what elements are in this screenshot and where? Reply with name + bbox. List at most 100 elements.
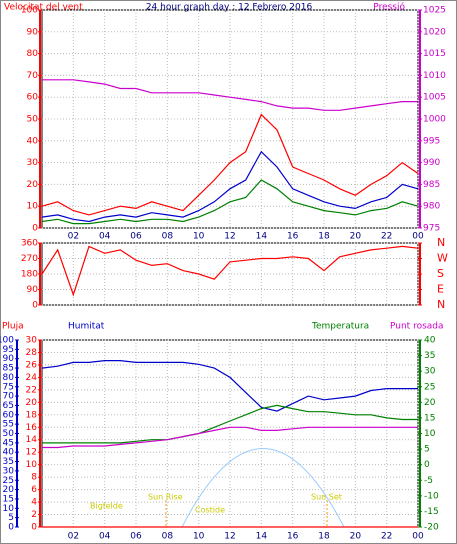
y-tick-label: 995 bbox=[423, 136, 440, 146]
y-tick-label: 180 bbox=[21, 270, 38, 280]
y-tick-label: 0 bbox=[32, 224, 38, 234]
y-tick-label: 45 bbox=[3, 438, 14, 448]
x-tick-label: 22 bbox=[381, 532, 392, 542]
y-tick-label: 6 bbox=[31, 485, 37, 495]
y-tick-label: 40 bbox=[3, 448, 15, 458]
chart-title: 24 hour graph day : 12 Febrero 2016 bbox=[146, 3, 313, 13]
y-tick-label: 60 bbox=[3, 410, 15, 420]
y-tick-label: 15 bbox=[424, 413, 435, 423]
legend-label: Humitat bbox=[68, 322, 105, 332]
y-tick-label: 1005 bbox=[423, 93, 446, 103]
y-tick-label: -15 bbox=[424, 507, 439, 517]
series-line bbox=[42, 404, 418, 444]
y-tick-label: 50 bbox=[27, 115, 39, 125]
x-tick-label: 00 bbox=[412, 532, 424, 542]
y-tick-label: 22 bbox=[26, 385, 37, 395]
y-tick-label: 15 bbox=[3, 494, 14, 504]
series-line bbox=[41, 113, 419, 216]
y-tick-label: 65 bbox=[3, 401, 14, 411]
x-tick-label: 20 bbox=[350, 532, 362, 542]
series-line bbox=[41, 150, 419, 223]
x-tick-label: 10 bbox=[193, 532, 205, 542]
y-tick-label: 70 bbox=[3, 392, 15, 402]
x-tick-label: 20 bbox=[350, 232, 362, 242]
y-tick-label: 16 bbox=[26, 423, 38, 433]
y-tick-label: 4 bbox=[31, 498, 37, 508]
y-tick-label: 0 bbox=[31, 523, 37, 533]
y-tick-label: 10 bbox=[26, 460, 38, 470]
legend-label: Temperatura bbox=[311, 322, 369, 332]
x-tick-label: 06 bbox=[130, 532, 142, 542]
y-tick-label: 24 bbox=[26, 373, 38, 383]
y-tick-label: 25 bbox=[3, 476, 14, 486]
sun-arc bbox=[181, 448, 345, 528]
y-tick-label: 20 bbox=[424, 398, 436, 408]
y-tick-label: -5 bbox=[424, 476, 433, 486]
y-tick-label: 100 bbox=[0, 336, 14, 346]
y-tick-label: 40 bbox=[27, 136, 39, 146]
x-tick-label: 16 bbox=[287, 232, 299, 242]
y-tick-label: N bbox=[437, 236, 445, 249]
y-tick-label: 30 bbox=[424, 367, 436, 377]
y-tick-label: 55 bbox=[3, 420, 14, 430]
series-line bbox=[41, 179, 419, 225]
y-tick-label: 90 bbox=[3, 354, 15, 364]
x-tick-label: 00 bbox=[412, 232, 424, 242]
x-tick-label: 12 bbox=[224, 532, 235, 542]
y-tick-label: 2 bbox=[31, 510, 37, 520]
x-tick-label: 06 bbox=[130, 232, 142, 242]
annotation: Bigfelde bbox=[90, 502, 123, 511]
series-line bbox=[41, 245, 419, 297]
y-tick-label: E bbox=[437, 283, 444, 296]
y-tick-label: 10 bbox=[3, 504, 15, 514]
y-tick-label: 90 bbox=[27, 285, 39, 295]
x-tick-label: 04 bbox=[99, 232, 111, 242]
y-tick-label: -20 bbox=[424, 523, 439, 533]
y-tick-label: 8 bbox=[31, 473, 37, 483]
y-tick-label: 70 bbox=[27, 71, 39, 81]
y-tick-label: 5 bbox=[424, 445, 430, 455]
y-tick-label: -10 bbox=[424, 491, 439, 501]
annotation: Sun Rise bbox=[148, 493, 183, 502]
x-tick-label: 12 bbox=[224, 232, 235, 242]
y2-axis-label: Pressió bbox=[373, 2, 405, 13]
x-tick-label: 08 bbox=[162, 532, 174, 542]
y-tick-label: 1025 bbox=[423, 6, 446, 16]
y-tick-label: 0 bbox=[8, 523, 14, 533]
y-tick-label: W bbox=[437, 252, 448, 265]
y-tick-label: 25 bbox=[424, 382, 435, 392]
y-tick-label: 985 bbox=[423, 180, 440, 190]
y-tick-label: 14 bbox=[26, 435, 38, 445]
y-tick-label: 90 bbox=[27, 27, 39, 37]
y-tick-label: 12 bbox=[26, 448, 37, 458]
y-tick-label: 95 bbox=[3, 345, 14, 355]
y-tick-label: 30 bbox=[3, 466, 15, 476]
series-line bbox=[41, 360, 418, 412]
annotation: Sun Set bbox=[311, 493, 342, 502]
y-tick-label: 20 bbox=[27, 180, 39, 190]
y-tick-label: 75 bbox=[3, 382, 14, 392]
series-line bbox=[42, 79, 418, 111]
y-tick-label: 360 bbox=[21, 239, 38, 249]
y-tick-label: 5 bbox=[8, 513, 14, 523]
y-tick-label: 35 bbox=[3, 457, 14, 467]
y-tick-label: 1000 bbox=[423, 115, 446, 125]
y-tick-label: 60 bbox=[27, 93, 39, 103]
y-tick-label: 18 bbox=[26, 410, 38, 420]
y-tick-label: 26 bbox=[26, 360, 38, 370]
y-tick-label: 0 bbox=[32, 301, 38, 311]
y-tick-label: 28 bbox=[26, 348, 38, 358]
x-tick-label: 14 bbox=[256, 532, 268, 542]
x-tick-label: 18 bbox=[318, 232, 330, 242]
y-axis-label: Velocitat del vent bbox=[4, 3, 83, 13]
y-tick-label: 20 bbox=[26, 398, 38, 408]
y-tick-label: 0 bbox=[424, 460, 430, 470]
y-tick-label: N bbox=[437, 298, 445, 311]
y-tick-label: 975 bbox=[423, 224, 440, 234]
y-tick-label: 35 bbox=[424, 351, 435, 361]
y-tick-label: 80 bbox=[3, 373, 15, 383]
y-tick-label: 20 bbox=[3, 485, 15, 495]
y-tick-label: 1020 bbox=[423, 27, 446, 37]
